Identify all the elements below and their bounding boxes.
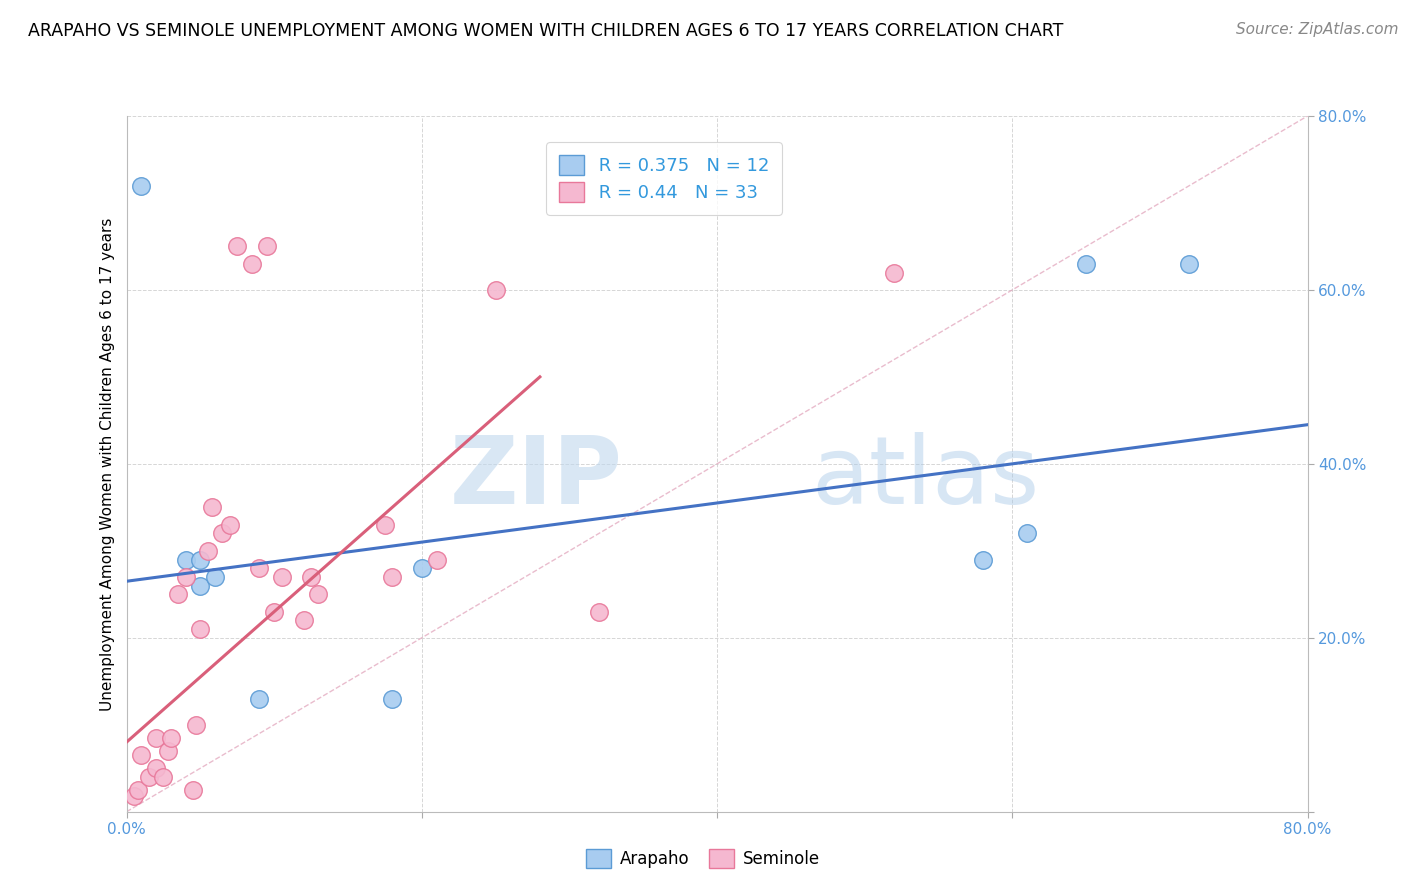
Point — [256, 239, 278, 253]
Point — [122, 789, 145, 803]
Point — [411, 561, 433, 575]
Point — [156, 744, 179, 758]
Point — [174, 552, 197, 566]
Text: ZIP: ZIP — [450, 432, 623, 524]
Point — [1017, 526, 1039, 541]
Point — [138, 770, 160, 784]
Point — [588, 605, 610, 619]
Point — [159, 731, 183, 745]
Point — [145, 731, 167, 745]
Point — [299, 570, 322, 584]
Point — [381, 691, 404, 706]
Legend: Arapaho, Seminole: Arapaho, Seminole — [579, 843, 827, 875]
Point — [484, 283, 508, 297]
Point — [129, 748, 153, 763]
Point — [247, 691, 270, 706]
Point — [247, 561, 270, 575]
Point — [201, 500, 224, 515]
Point — [188, 552, 211, 566]
Text: Source: ZipAtlas.com: Source: ZipAtlas.com — [1236, 22, 1399, 37]
Point — [197, 543, 219, 558]
Point — [184, 717, 207, 731]
Y-axis label: Unemployment Among Women with Children Ages 6 to 17 years: Unemployment Among Women with Children A… — [100, 217, 115, 711]
Point — [263, 605, 285, 619]
Legend:  R = 0.375   N = 12,  R = 0.44   N = 33: R = 0.375 N = 12, R = 0.44 N = 33 — [546, 143, 782, 215]
Point — [374, 517, 396, 532]
Point — [219, 517, 242, 532]
Point — [1076, 257, 1098, 271]
Point — [174, 570, 197, 584]
Point — [181, 783, 204, 797]
Point — [145, 761, 167, 775]
Point — [270, 570, 292, 584]
Point — [226, 239, 249, 253]
Point — [188, 622, 211, 636]
Point — [152, 770, 174, 784]
Point — [307, 587, 329, 601]
Point — [167, 587, 190, 601]
Point — [1178, 257, 1201, 271]
Point — [129, 178, 153, 193]
Point — [292, 614, 315, 628]
Point — [240, 257, 263, 271]
Point — [972, 552, 994, 566]
Point — [381, 570, 404, 584]
Point — [425, 552, 447, 566]
Point — [883, 266, 905, 280]
Text: atlas: atlas — [811, 432, 1040, 524]
Point — [127, 783, 149, 797]
Text: ARAPAHO VS SEMINOLE UNEMPLOYMENT AMONG WOMEN WITH CHILDREN AGES 6 TO 17 YEARS CO: ARAPAHO VS SEMINOLE UNEMPLOYMENT AMONG W… — [28, 22, 1063, 40]
Point — [188, 578, 211, 592]
Point — [204, 570, 226, 584]
Point — [211, 526, 233, 541]
